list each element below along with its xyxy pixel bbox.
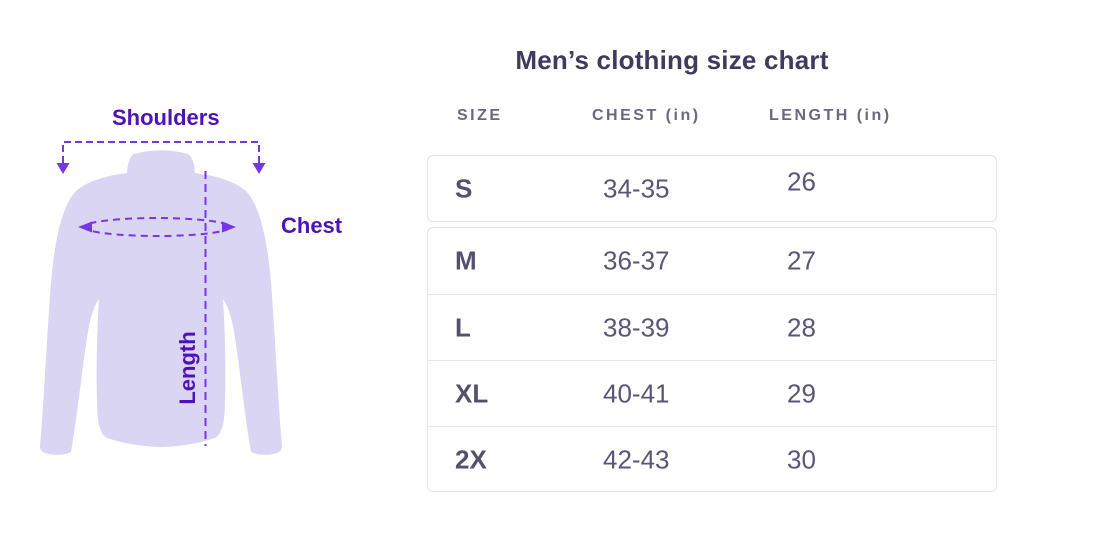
chest-value: 42-43 xyxy=(603,444,670,474)
chest-value: 38-39 xyxy=(603,312,670,342)
shirt-measure-diagram xyxy=(40,141,282,455)
chest-arrowheads xyxy=(78,221,236,233)
page-title: Men’s clothing size chart xyxy=(515,45,829,75)
length-label: Length xyxy=(174,331,200,405)
table-row: XL 40-41 29 xyxy=(428,360,996,426)
shoulders-arrowheads xyxy=(56,163,266,174)
shirt-silhouette xyxy=(40,150,282,455)
table-row: L 38-39 28 xyxy=(428,294,996,360)
length-value: 26 xyxy=(787,166,816,196)
shirt-body xyxy=(40,169,282,455)
column-header-chest: CHEST (in) xyxy=(592,107,701,124)
chest-label: Chest xyxy=(281,213,343,238)
table-row: S 34-35 26 xyxy=(428,156,996,221)
length-value: 28 xyxy=(787,312,816,342)
table-row-group-first: S 34-35 26 xyxy=(427,155,997,222)
shoulders-label: Shoulders xyxy=(112,105,220,130)
size-value: 2X xyxy=(455,444,487,474)
chest-value: 36-37 xyxy=(603,245,670,276)
size-value: S xyxy=(455,173,473,203)
chest-value: 34-35 xyxy=(603,173,670,203)
table-row: 2X 42-43 30 xyxy=(428,426,996,492)
length-value: 30 xyxy=(787,444,816,474)
size-value: XL xyxy=(455,378,489,408)
length-value: 27 xyxy=(787,245,816,276)
column-header-length: LENGTH (in) xyxy=(769,107,892,124)
chest-value: 40-41 xyxy=(603,378,670,408)
column-header-size: SIZE xyxy=(457,107,503,124)
size-value: M xyxy=(455,245,477,276)
length-value: 29 xyxy=(787,378,816,408)
table-row-group: M 36-37 27 L 38-39 28 XL 40-41 29 2X 42-… xyxy=(427,227,997,492)
table-header-row: SIZE CHEST (in) LENGTH (in) xyxy=(427,107,997,127)
shirt-collar xyxy=(127,150,195,176)
size-value: L xyxy=(455,312,471,342)
table-row: M 36-37 27 xyxy=(428,228,996,294)
